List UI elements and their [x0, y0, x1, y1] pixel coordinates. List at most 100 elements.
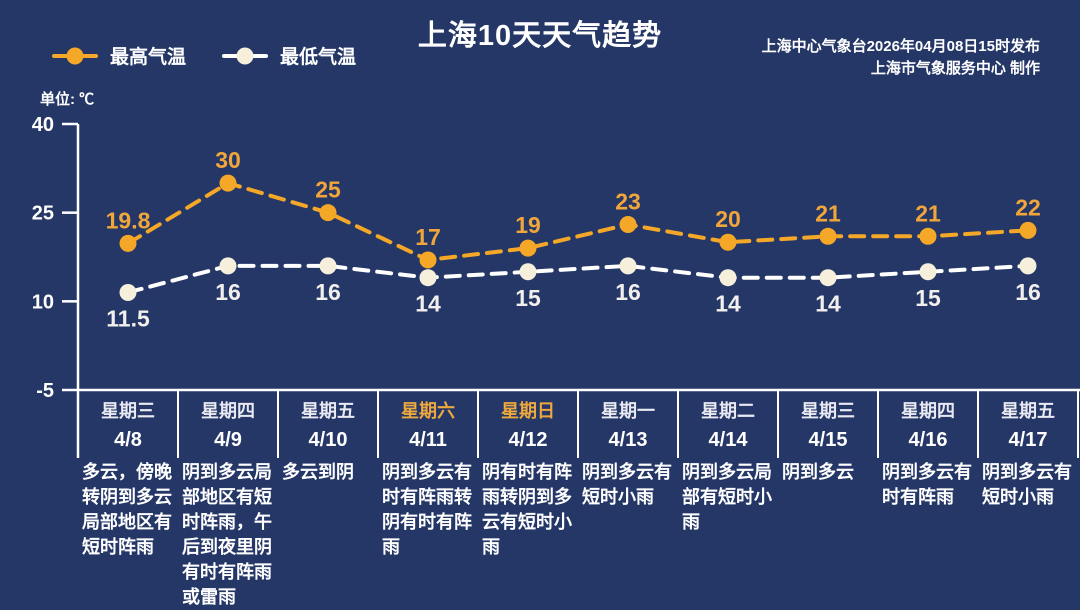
high-temp-value-label: 17	[415, 224, 441, 250]
high-temp-value-label: 21	[815, 200, 841, 226]
low-temp-value-label: 14	[715, 291, 741, 317]
low-temp-marker	[219, 257, 237, 275]
high-temp-value-label: 23	[615, 188, 641, 214]
high-temp-value-label: 21	[915, 200, 941, 226]
high-temp-marker	[619, 215, 637, 233]
day-column: 星期六 4/11 阴到多云有时有阵雨转阴有时有阵雨	[378, 397, 478, 560]
high-temp-line	[126, 180, 1030, 263]
y-tick-label: 25	[32, 203, 54, 225]
weather-description: 阴到多云局部地区有短时阵雨，午后到夜里阴有时有阵雨或雷雨	[182, 462, 272, 607]
high-temp-value-label: 19	[515, 212, 541, 238]
date-label: 4/12	[508, 429, 548, 451]
date-label: 4/17	[1008, 429, 1048, 451]
low-temp-value-label: 15	[915, 285, 941, 311]
date-label: 4/16	[908, 429, 948, 451]
publisher-line2: 上海市气象服务中心 制作	[870, 60, 1040, 77]
low-temp-marker	[1019, 257, 1037, 275]
low-temp-marker	[119, 283, 137, 301]
weekday-label: 星期四	[901, 401, 955, 421]
high-temp-marker	[219, 174, 237, 192]
weekday-label: 星期日	[501, 401, 555, 421]
weather-description: 阴到多云有短时小雨	[982, 462, 1072, 507]
page-title: 上海10天天气趋势	[417, 20, 663, 52]
publisher-line1: 上海中心气象台2026年04月08日15时发布	[761, 38, 1040, 55]
low-temp-legend-marker-icon	[222, 47, 269, 65]
weather-description: 阴到多云	[782, 462, 854, 482]
y-tick-label: -5	[36, 380, 54, 402]
weather-description: 阴到多云局部有短时小雨	[682, 462, 772, 532]
day-column: 星期三 4/8 多云，傍晚转阴到多云局部地区有短时阵雨	[78, 397, 178, 560]
y-tick-label: 10	[32, 291, 54, 313]
weekday-label: 星期三	[801, 401, 855, 421]
low-temp-value-label: 14	[415, 291, 441, 317]
weather-description: 多云，傍晚转阴到多云局部地区有短时阵雨	[82, 462, 172, 557]
weekday-label: 星期六	[401, 401, 455, 421]
high-temp-value-label: 22	[1015, 194, 1041, 220]
weekday-label: 星期一	[601, 401, 655, 421]
low-temp-marker	[319, 257, 337, 275]
legend-item-low-temp: 最低气温	[222, 42, 356, 69]
high-temp-marker	[519, 239, 537, 257]
high-temp-value-label: 30	[215, 147, 241, 173]
low-temp-marker	[419, 269, 437, 287]
low-temp-legend-dot	[236, 47, 254, 64]
y-tick-label: 40	[32, 114, 54, 136]
high-temp-value-label: 19.8	[106, 207, 151, 233]
low-temp-marker	[919, 263, 937, 281]
low-temp-value-label: 11.5	[106, 305, 150, 331]
high-temp-marker	[419, 251, 437, 269]
legend-item-high-temp: 最高气温	[52, 42, 186, 69]
date-label: 4/8	[114, 429, 142, 451]
low-temp-marker	[519, 263, 537, 281]
legend: 最高气温 最低气温	[52, 42, 356, 69]
high-temp-marker	[119, 234, 137, 252]
low-temp-line	[126, 263, 1030, 295]
low-temp-value-label: 16	[315, 279, 341, 305]
day-column: 星期二 4/14 阴到多云局部有短时小雨	[678, 397, 778, 535]
weather-description: 多云到阴	[282, 462, 354, 482]
low-temp-value-label: 15	[515, 285, 541, 311]
date-label: 4/13	[608, 429, 648, 451]
day-column: 星期五 4/17 阴到多云有短时小雨	[978, 397, 1078, 510]
high-temp-value-label: 20	[715, 206, 741, 232]
high-temp-value-label: 25	[315, 177, 341, 203]
high-temp-marker	[819, 227, 837, 245]
high-temp-legend-marker-icon	[52, 47, 98, 65]
weather-description: 阴有时有阵雨转阴到多云有短时小雨	[482, 462, 572, 557]
date-label: 4/15	[808, 429, 848, 451]
legend-label-high-temp: 最高气温	[110, 47, 187, 68]
weekday-label: 星期五	[1001, 401, 1055, 421]
day-column: 星期一 4/13 阴到多云有短时小雨	[578, 397, 678, 510]
low-temp-marker	[719, 269, 737, 287]
weekday-label: 星期四	[201, 401, 255, 421]
weather-description: 阴到多云有时有阵雨	[882, 462, 972, 507]
low-temp-value-label: 14	[815, 291, 841, 317]
weekday-label: 星期二	[701, 401, 755, 421]
legend-label-low-temp: 最低气温	[280, 47, 357, 68]
high-temp-marker	[719, 233, 737, 251]
high-temp-marker	[919, 227, 937, 245]
weekday-label: 星期五	[301, 401, 355, 421]
weather-description: 阴到多云有短时小雨	[582, 462, 672, 507]
low-temp-value-label: 16	[615, 279, 641, 305]
date-label: 4/11	[409, 429, 447, 451]
weekday-label: 星期三	[101, 401, 155, 421]
day-column: 星期四 4/16 阴到多云有时有阵雨	[878, 397, 978, 510]
weather-description: 阴到多云有时有阵雨转阴有时有阵雨	[382, 462, 472, 557]
date-label: 4/9	[214, 429, 242, 451]
low-temp-marker	[819, 269, 837, 287]
date-label: 4/10	[308, 429, 348, 451]
high-temp-marker	[319, 204, 337, 222]
publisher-info: 上海中心气象台2026年04月08日15时发布 上海市气象服务中心 制作	[762, 36, 1040, 80]
day-column: 星期四 4/9 阴到多云局部地区有短时阵雨，午后到夜里阴有时有阵雨或雷雨	[178, 397, 278, 610]
high-temp-legend-dot	[66, 47, 84, 64]
low-temp-value-label: 16	[1015, 279, 1041, 305]
unit-label: 单位: ℃	[40, 91, 95, 108]
day-column: 星期五 4/10 多云到阴	[278, 397, 378, 485]
date-label: 4/14	[708, 429, 748, 451]
day-column: 星期日 4/12 阴有时有阵雨转阴到多云有短时小雨	[478, 397, 578, 560]
low-temp-marker	[619, 257, 637, 275]
day-column: 星期三 4/15 阴到多云	[778, 397, 878, 485]
